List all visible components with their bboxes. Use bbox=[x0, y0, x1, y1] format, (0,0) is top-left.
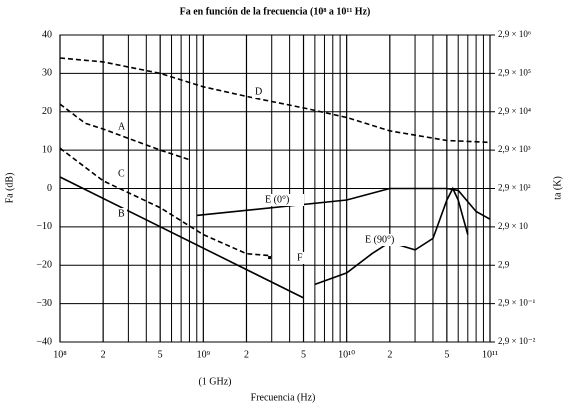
y2-tick-label: 2,9 × 10⁻¹ bbox=[498, 298, 536, 308]
y-tick-label: 20 bbox=[42, 106, 52, 117]
series-line bbox=[59, 103, 190, 161]
series-label: F bbox=[297, 252, 303, 263]
y2-tick-label: 2,9 × 10⁻² bbox=[498, 336, 536, 346]
y-tick-label: −20 bbox=[36, 260, 52, 271]
series-label: C bbox=[118, 168, 125, 179]
annotation: (1 GHz) bbox=[198, 376, 231, 387]
y2-tick-label: 2,9 × 10⁶ bbox=[498, 29, 531, 39]
x-tick-label: 5 bbox=[158, 349, 163, 360]
y-tick-label: 40 bbox=[42, 29, 52, 40]
y-tick-label: −30 bbox=[36, 298, 52, 309]
label-bg bbox=[262, 194, 304, 206]
y-tick-label: −40 bbox=[36, 336, 52, 347]
label-bg bbox=[252, 86, 264, 98]
series-line bbox=[314, 186, 469, 286]
series-label: A bbox=[118, 121, 126, 132]
x-tick-label: 10¹⁰ bbox=[338, 349, 355, 360]
series-label: E (0°) bbox=[265, 194, 289, 205]
y-tick-label: −10 bbox=[36, 221, 52, 232]
x-tick-label: 10⁹ bbox=[197, 349, 211, 360]
y-tick-label: 0 bbox=[47, 183, 52, 194]
chart-title: Fa en función de la frecuencia (10⁸ a 10… bbox=[180, 6, 371, 17]
series-label: B bbox=[118, 208, 125, 219]
label-bg bbox=[115, 121, 127, 133]
y2-tick-label: 2,9 × 10² bbox=[498, 183, 531, 193]
series-label: E (90°) bbox=[365, 234, 394, 245]
x-tick-label: 2 bbox=[244, 349, 249, 360]
y2-tick-label: 2,9 × 10 bbox=[498, 221, 528, 231]
y2-tick-label: 2,9 × 10⁵ bbox=[498, 67, 531, 77]
y2-tick-label: 2,9 × 10³ bbox=[498, 144, 531, 154]
x-tick-label: 5 bbox=[301, 349, 306, 360]
x-tick-label: 10⁸ bbox=[53, 349, 67, 360]
series-line bbox=[59, 147, 272, 257]
series-point bbox=[268, 256, 272, 260]
series-label: D bbox=[255, 86, 262, 97]
x-axis-label: Frecuencia (Hz) bbox=[251, 392, 316, 403]
y2-tick-label: 2,9 bbox=[498, 259, 510, 269]
label-bg bbox=[362, 234, 410, 246]
series-line bbox=[196, 187, 491, 220]
y-axis-label: Fa (dB) bbox=[4, 173, 15, 204]
label-bg bbox=[294, 252, 306, 264]
series-line bbox=[59, 176, 304, 299]
y-tick-label: 30 bbox=[42, 68, 52, 79]
y2-tick-label: 2,9 × 10⁴ bbox=[498, 106, 531, 116]
y-tick-label: 10 bbox=[42, 144, 52, 155]
x-tick-label: 2 bbox=[387, 349, 392, 360]
series-line bbox=[59, 57, 491, 144]
label-bg bbox=[115, 208, 127, 220]
label-bg bbox=[115, 168, 127, 180]
x-tick-label: 2 bbox=[101, 349, 106, 360]
x-tick-label: 5 bbox=[444, 349, 449, 360]
y2-axis-label: ta (K) bbox=[552, 176, 563, 200]
x-tick-label: 10¹¹ bbox=[482, 349, 498, 360]
